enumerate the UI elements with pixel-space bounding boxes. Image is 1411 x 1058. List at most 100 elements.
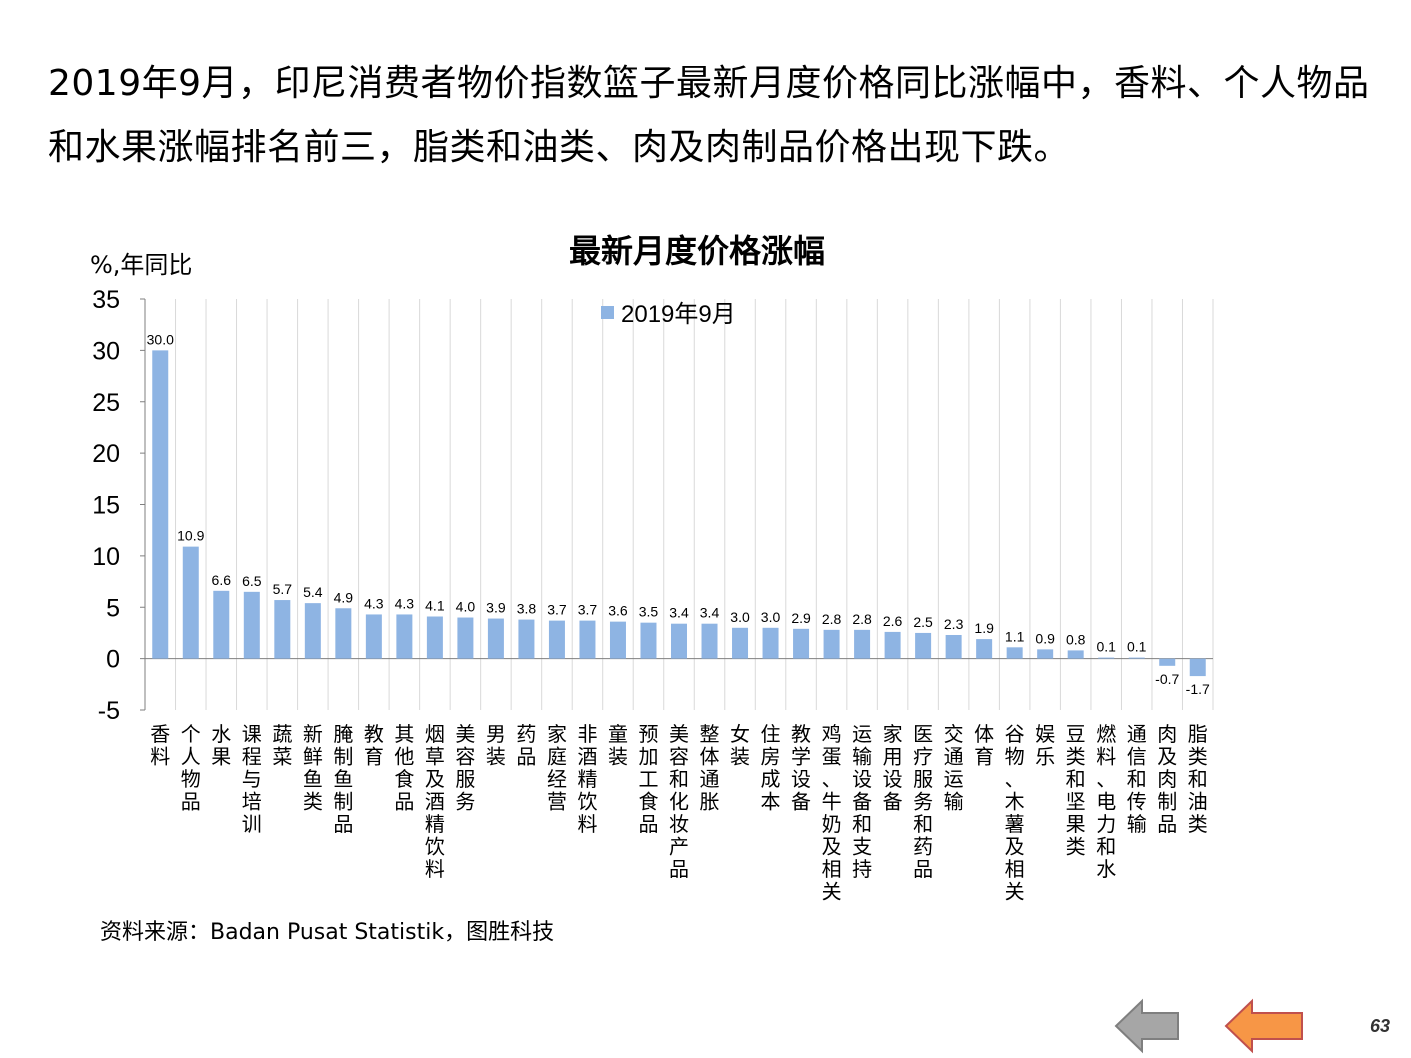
x-category-char: 和: [852, 812, 872, 836]
x-category-char: 支: [852, 835, 872, 859]
x-category-char: 乐: [1035, 745, 1055, 769]
x-category-char: 药: [516, 722, 536, 746]
x-category-char: 务: [455, 790, 475, 814]
x-category-char: 美: [669, 722, 689, 746]
x-category-char: 力: [1096, 812, 1116, 836]
x-category-char: 备: [883, 790, 903, 814]
x-category-char: 和: [1096, 835, 1116, 859]
x-category-char: 水: [1096, 857, 1116, 881]
x-category-char: 果: [1066, 812, 1086, 836]
x-category-char: 、: [822, 767, 842, 791]
x-category-char: 成: [761, 767, 781, 791]
x-category-char: 预: [638, 722, 658, 746]
x-category-char: 相: [1005, 857, 1025, 881]
x-category-char: 非: [577, 722, 597, 746]
x-category-char: 、: [1096, 767, 1116, 791]
y-axis-unit-label: %,年同比: [90, 251, 192, 279]
x-category-char: 整: [700, 722, 720, 746]
x-category-char: 娱: [1035, 722, 1055, 746]
x-category-char: 蛋: [822, 745, 842, 769]
x-category-char: 鸡: [822, 722, 842, 746]
x-category-char: 体: [700, 745, 720, 769]
x-category-char: 化: [669, 790, 689, 814]
x-category-char: 物: [181, 767, 201, 791]
previous-page-button[interactable]: [1114, 997, 1184, 1055]
x-category-char: 薯: [1005, 812, 1025, 836]
arrow-left-icon: [1224, 998, 1303, 1054]
x-category-char: 木: [1005, 790, 1025, 814]
x-category-char: 住: [761, 722, 781, 746]
x-category-char: 物: [1005, 745, 1025, 769]
x-category-char: 经: [547, 767, 567, 791]
legend-label: 2019年9月: [621, 301, 736, 328]
x-category-char: 装: [608, 745, 628, 769]
x-category-char: 容: [669, 745, 689, 769]
x-category-label: 男装: [486, 722, 506, 769]
x-category-char: 蔬: [272, 722, 292, 746]
next-page-button[interactable]: [1224, 997, 1310, 1055]
data-label: 3.9: [486, 600, 506, 616]
data-label: 3.7: [547, 602, 567, 618]
bar: [609, 621, 626, 659]
bar: [1128, 657, 1145, 659]
x-category-char: 及: [425, 767, 445, 791]
x-category-label: 娱乐: [1035, 722, 1055, 769]
data-label: 0.1: [1127, 639, 1147, 655]
x-category-char: 料: [1096, 745, 1116, 769]
bar: [640, 622, 657, 659]
data-label: 0.1: [1096, 639, 1116, 655]
x-category-char: 坚: [1066, 790, 1086, 814]
x-category-char: 本: [761, 790, 781, 814]
data-label: 4.9: [334, 589, 354, 605]
x-category-char: 设: [883, 767, 903, 791]
x-category-char: 电: [1096, 790, 1116, 814]
data-label: 2.3: [944, 616, 964, 632]
data-label: 30.0: [147, 331, 174, 347]
y-tick-label: 35: [92, 286, 120, 314]
bar: [518, 619, 535, 659]
x-category-char: 及: [822, 835, 842, 859]
y-tick-label: 0: [106, 646, 120, 674]
x-category-char: 男: [486, 722, 506, 746]
bar: [579, 620, 596, 659]
x-category-char: 备: [791, 790, 811, 814]
x-category-char: 鲜: [303, 745, 323, 769]
data-label: 6.5: [242, 573, 262, 589]
x-category-char: 、: [1005, 767, 1025, 791]
data-label: 3.4: [700, 605, 720, 621]
x-category-char: 程: [242, 745, 262, 769]
x-category-char: 通: [700, 767, 720, 791]
x-category-char: 油: [1188, 790, 1208, 814]
x-category-char: 房: [761, 745, 781, 769]
x-category-char: 品: [669, 857, 689, 881]
x-category-char: 育: [364, 745, 384, 769]
data-label: 2.8: [822, 611, 842, 627]
x-category-char: 学: [791, 745, 811, 769]
x-category-char: 设: [791, 767, 811, 791]
x-category-char: 育: [974, 745, 994, 769]
x-category-char: 品: [1157, 812, 1177, 836]
x-category-char: 肉: [1157, 722, 1177, 746]
x-category-char: 运: [852, 722, 872, 746]
bar: [426, 616, 443, 659]
bar: [854, 629, 871, 659]
bar: [396, 614, 413, 659]
x-category-char: 课: [242, 722, 262, 746]
x-category-char: 通: [944, 745, 964, 769]
x-category-char: 服: [455, 767, 475, 791]
x-category-char: 童: [608, 722, 628, 746]
data-label: 4.1: [425, 597, 445, 613]
data-label: 0.9: [1035, 630, 1055, 646]
x-category-char: 料: [425, 857, 445, 881]
x-category-char: 相: [822, 857, 842, 881]
bar: [152, 350, 169, 659]
x-category-char: 信: [1127, 745, 1147, 769]
x-category-char: 制: [1157, 790, 1177, 814]
